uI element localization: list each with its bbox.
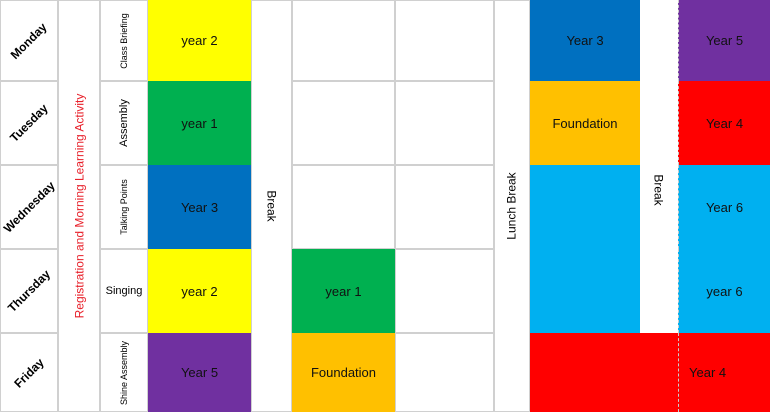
break-column: Break — [251, 0, 292, 412]
empty-cell — [395, 81, 494, 165]
day-cell: Thursday — [0, 249, 58, 333]
day-cell: Wednesday — [0, 165, 58, 249]
empty-cell — [292, 0, 395, 81]
activity-cell: Assembly — [100, 81, 148, 165]
day-label: Friday — [11, 354, 47, 391]
registration-column: Registration and Morning Learning Activi… — [58, 0, 100, 412]
day-label: Wednesday — [0, 178, 58, 236]
lesson-cell: year 1 — [292, 249, 395, 333]
break-label: Break — [264, 190, 279, 222]
lesson-cell: year 1 — [148, 81, 251, 165]
empty-cell — [292, 81, 395, 165]
activity-cell: Talking Points — [100, 165, 148, 249]
activity-label: Shine Assembly — [119, 340, 130, 405]
day-cell: Tuesday — [0, 81, 58, 165]
activity-label: Assembly — [118, 99, 130, 147]
lunch-column: Lunch Break — [494, 0, 530, 412]
lesson-cell — [530, 165, 640, 249]
activity-cell: Shine Assembly — [100, 333, 148, 412]
lesson-cell: Year 3 — [530, 0, 640, 81]
empty-cell — [395, 165, 494, 249]
day-label: Tuesday — [7, 101, 51, 145]
lesson-cell: Year 5 — [148, 333, 251, 412]
lesson-cell — [530, 333, 678, 412]
empty-cell — [292, 165, 395, 249]
empty-cell — [395, 333, 494, 412]
empty-cell — [395, 249, 494, 333]
lesson-cell: Foundation — [530, 81, 640, 165]
empty-cell — [395, 0, 494, 81]
lesson-cell: Year 5 — [678, 0, 770, 81]
lesson-cell: Year 3 — [148, 165, 251, 249]
lunch-label: Lunch Break — [505, 172, 520, 240]
break-label: Break — [651, 174, 666, 206]
activity-cell: Singing — [100, 249, 148, 333]
lesson-cell: year 2 — [148, 249, 251, 333]
activity-label: Singing — [105, 285, 143, 297]
lesson-cell: year 6 — [678, 249, 770, 333]
activity-label: Talking Points — [119, 179, 129, 235]
day-cell: Friday — [0, 333, 58, 412]
lesson-cell: Foundation — [292, 333, 395, 412]
lesson-cell — [530, 249, 640, 333]
lesson-cell: year 2 — [148, 0, 251, 81]
lesson-cell: Year 4 — [678, 81, 770, 165]
lesson-cell: Year 4 — [678, 333, 770, 412]
day-cell: Monday — [0, 0, 58, 81]
activity-cell: Class Briefing — [100, 0, 148, 81]
activity-label: Class Briefing — [119, 12, 129, 69]
day-label: Thursday — [4, 266, 54, 316]
lesson-cell: Year 6 — [678, 165, 770, 249]
registration-label: Registration and Morning Learning Activi… — [72, 93, 87, 319]
day-label: Monday — [8, 19, 50, 62]
